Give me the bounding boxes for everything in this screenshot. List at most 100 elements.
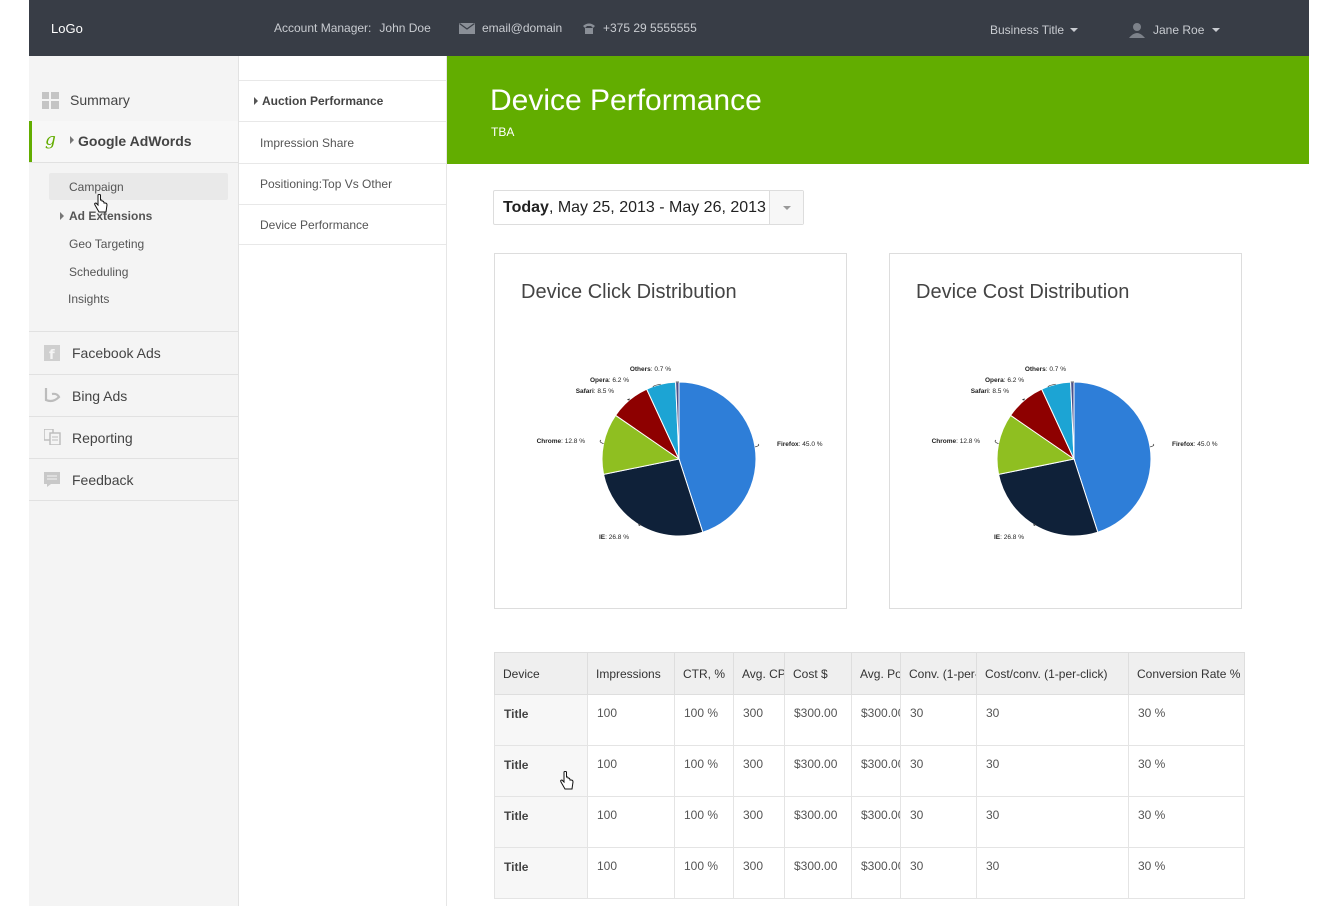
column-header[interactable]: Device <box>494 652 588 695</box>
user-menu[interactable]: Jane Roe <box>1129 22 1221 38</box>
click-distribution-card: Device Click Distribution Firefox: 45.0 … <box>494 253 847 609</box>
business-title-dropdown[interactable]: Business Title <box>990 23 1079 37</box>
secnav-positioning[interactable]: Positioning:Top Vs Other <box>239 164 446 205</box>
sidebar-item-label: Summary <box>70 92 130 108</box>
divider <box>29 331 238 332</box>
subnav-scheduling[interactable]: Scheduling <box>69 265 128 279</box>
sidebar-item-label: Feedback <box>72 471 134 488</box>
date-range-text: Today, May 25, 2013 - May 26, 2013 <box>494 199 769 217</box>
pie-label: Chrome: 12.8 % <box>537 438 586 445</box>
column-header[interactable]: Avg. CPC <box>733 652 785 695</box>
secnav-impression-share[interactable]: Impression Share <box>239 122 446 164</box>
pie-slice-chrome[interactable] <box>996 414 1076 475</box>
pie-label: Opera: 6.2 % <box>590 377 629 384</box>
subnav-geo-targeting[interactable]: Geo Targeting <box>69 237 144 251</box>
table-cell: 100 <box>587 694 675 746</box>
table-cell: 30 % <box>1128 796 1245 848</box>
date-range-dropdown-button[interactable] <box>769 191 803 224</box>
logo[interactable]: LoGo <box>51 21 83 36</box>
column-header[interactable]: Avg. Pos <box>851 652 901 695</box>
grid-icon <box>42 91 59 109</box>
sidebar-item-reporting[interactable]: Reporting <box>29 417 238 458</box>
pie-label-connector <box>1033 523 1037 526</box>
sidebar-item-summary[interactable]: Summary <box>29 89 238 111</box>
subnav-ad-extensions[interactable]: Ad Extensions <box>60 209 152 223</box>
subnav-label: Insights <box>68 292 110 306</box>
table-cell: $300.00 <box>784 796 852 848</box>
pie-slice-ie[interactable] <box>997 458 1099 537</box>
divider <box>29 458 238 459</box>
table-cell: 30 <box>900 796 977 848</box>
svg-text:f: f <box>49 348 55 361</box>
sidebar-item-feedback[interactable]: Feedback <box>29 459 238 500</box>
device-cell: Title <box>494 847 588 899</box>
account-manager-name[interactable]: John Doe <box>379 21 431 35</box>
column-header[interactable]: Cost/conv. (1-per-click) <box>976 652 1129 695</box>
pie-label-connector <box>1022 398 1026 401</box>
table-cell: 300 <box>733 745 785 797</box>
table-cell: 30 <box>976 796 1129 848</box>
table-cell: $300.00 <box>851 796 901 848</box>
pie-slice-chrome[interactable] <box>601 414 681 475</box>
table-cell: 100 <box>587 796 675 848</box>
app-frame: LoGo Account Manager: John Doe email@doma… <box>29 0 1309 906</box>
table-row[interactable]: Title 100 100 % 300 $300.00 $300.00 30 30 30 % <box>494 847 1245 899</box>
table-cell: 30 <box>900 847 977 899</box>
table-row[interactable]: Title 100 100 % 300 $300.00 $300.00 30 30 30 % <box>494 796 1245 848</box>
pie-label: Others: 0.7 % <box>1025 366 1066 373</box>
table-row[interactable]: Title 100 100 % 300 $300.00 $300.00 30 30 30 % <box>494 745 1245 797</box>
table-row[interactable]: Title 100 100 % 300 $300.00 $300.00 30 30 30 % <box>494 694 1245 746</box>
sidebar-item-facebook-ads[interactable]: f Facebook Ads <box>29 332 238 374</box>
secnav-device-performance[interactable]: Device Performance <box>239 205 446 245</box>
secnav-label: Auction Performance <box>262 94 384 108</box>
column-header[interactable]: CTR, % <box>674 652 734 695</box>
column-header[interactable]: Conv. (1-per-click) <box>900 652 977 695</box>
report-icon <box>43 428 61 446</box>
phone-link[interactable]: +375 29 5555555 <box>582 21 697 35</box>
secnav-auction-performance[interactable]: Auction Performance <box>239 81 446 122</box>
phone-text: +375 29 5555555 <box>603 21 697 35</box>
pie-label: Chrome: 12.8 % <box>932 438 981 445</box>
secondary-nav: Auction Performance Impression Share Pos… <box>239 56 447 906</box>
column-header[interactable]: Impressions <box>587 652 675 695</box>
user-name: Jane Roe <box>1153 23 1205 37</box>
divider <box>29 416 238 417</box>
user-icon <box>1129 23 1145 38</box>
table-cell: 30 % <box>1128 694 1245 746</box>
sidebar-item-google-adwords[interactable]: g Google AdWords <box>29 121 238 162</box>
table-cell: 100 % <box>674 847 734 899</box>
pie-label-connector <box>1149 443 1155 448</box>
date-range-preset: Today <box>503 198 549 216</box>
envelope-icon <box>459 22 475 34</box>
sidebar-item-bing-ads[interactable]: Bing Ads <box>29 375 238 416</box>
pie-label: Firefox: 45.0 % <box>777 441 823 448</box>
divider <box>239 80 446 81</box>
subnav-campaign[interactable]: Campaign <box>49 173 228 200</box>
feedback-icon <box>44 471 61 488</box>
pie-slice-firefox[interactable] <box>678 381 757 533</box>
email-link[interactable]: email@domain <box>459 21 562 35</box>
table-cell: $300.00 <box>851 847 901 899</box>
pie-label: Others: 0.7 % <box>630 366 671 373</box>
pie-label: Safari: 8.5 % <box>576 388 615 395</box>
date-range-value: , May 25, 2013 - May 26, 2013 <box>548 198 766 216</box>
pie-slice-firefox[interactable] <box>1073 381 1152 533</box>
subnav-insights[interactable]: Insights <box>68 292 109 306</box>
chart-title: Device Click Distribution <box>521 281 737 303</box>
column-header[interactable]: Conversion Rate % <box>1128 652 1245 695</box>
sidebar-item-label: Facebook Ads <box>72 345 161 361</box>
secnav-label: Impression Share <box>260 135 355 150</box>
account-manager-label: Account Manager: <box>274 21 372 35</box>
table-cell: $300.00 <box>784 847 852 899</box>
email-text: email@domain <box>482 21 563 35</box>
page-title: Device Performance <box>490 84 762 117</box>
business-title-text: Business Title <box>990 23 1065 37</box>
device-cell: Title <box>494 796 588 848</box>
chevron-right-icon <box>70 136 74 144</box>
date-range-picker[interactable]: Today, May 25, 2013 - May 26, 2013 <box>493 190 804 225</box>
column-header[interactable]: Cost $ <box>784 652 852 695</box>
pie-label: IE: 26.8 % <box>599 534 629 541</box>
chart-title: Device Cost Distribution <box>916 281 1130 303</box>
